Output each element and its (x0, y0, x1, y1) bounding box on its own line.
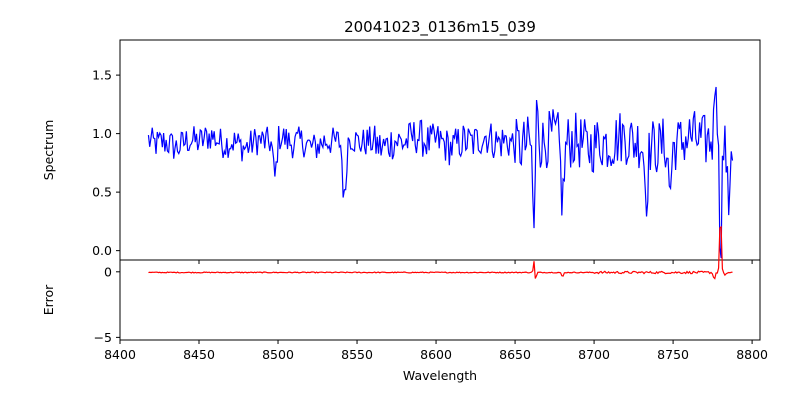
error-axes-frame (119, 259, 761, 341)
x-tick-label: 8800 (736, 347, 768, 362)
error-panel: 0 −5 8400 8450 8500 8550 8600 8650 8700 8750 8800… (41, 225, 768, 383)
y-tick-label: 1.0 (92, 126, 112, 141)
x-tick-label: 8650 (499, 347, 531, 362)
spectrum-y-ticks: 0.0 0.5 1.0 1.5 (92, 68, 120, 258)
y-tick-label: 0 (104, 264, 112, 279)
x-tick-label: 8450 (183, 347, 215, 362)
error-x-ticks: 8400 8450 8500 8550 8600 8650 8700 8750 8800 (104, 340, 768, 362)
error-y-ticks: 0 −5 (94, 264, 120, 345)
x-tick-label: 8700 (578, 347, 610, 362)
x-axis-label: Wavelength (403, 368, 477, 383)
spectrum-x-ticks (119, 260, 753, 264)
y-tick-label: 0.5 (92, 185, 112, 200)
error-y-axis-label: Error (41, 284, 56, 315)
spectrum-panel: 0.0 0.5 1.0 1.5 Spectrum (41, 39, 761, 264)
x-tick-label: 8500 (262, 347, 294, 362)
x-tick-label: 8750 (657, 347, 689, 362)
spectrum-series-line (147, 86, 734, 259)
spectrum-y-axis-label: Spectrum (41, 120, 56, 181)
y-tick-label: 1.5 (92, 68, 112, 83)
x-tick-label: 8400 (104, 347, 136, 362)
error-series-line (148, 225, 733, 280)
y-tick-label: −5 (94, 330, 112, 345)
y-tick-label: 0.0 (92, 243, 112, 258)
x-tick-label: 8550 (341, 347, 373, 362)
x-tick-label: 8600 (420, 347, 452, 362)
chart-title: 20041023_0136m15_039 (344, 18, 536, 37)
